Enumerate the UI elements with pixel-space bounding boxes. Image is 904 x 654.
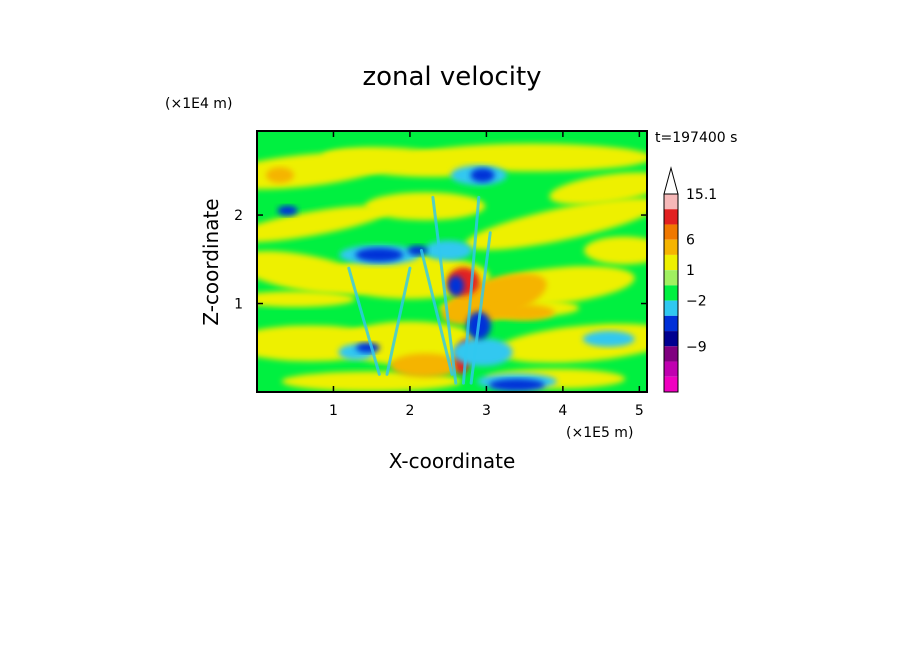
colorbar-label: 1: [686, 263, 695, 279]
wave-ray: [347, 266, 381, 376]
y-axis-label: Z-coordinate: [199, 198, 223, 325]
contour-region: [441, 273, 547, 325]
plot-frame: [256, 130, 648, 393]
contour-region: [355, 247, 404, 262]
contour-region: [584, 236, 647, 265]
colorbar-label: 6: [686, 233, 695, 249]
contour-region: [447, 275, 464, 296]
colorbar-segment: [664, 346, 678, 362]
chart-title: zonal velocity: [362, 62, 541, 92]
contour-region: [452, 338, 513, 367]
wave-ray: [419, 248, 454, 376]
contour-region: [465, 197, 647, 250]
contour-region: [277, 205, 298, 216]
y-tick-label: 2: [234, 208, 243, 224]
contour-region: [355, 342, 380, 353]
time-label: t=197400 s: [655, 130, 737, 146]
colorbar-segment: [664, 331, 678, 347]
y-tick-label: 1: [234, 297, 243, 313]
colorbar-segment: [664, 209, 678, 225]
colorbar-frame: [663, 193, 679, 393]
x-tick-label: 3: [482, 403, 491, 419]
colorbar-segment: [664, 254, 678, 271]
contour-region: [390, 353, 461, 378]
y-axis-unit: (×1E4 m): [165, 96, 232, 112]
x-tick-label: 5: [635, 403, 644, 419]
colorbar-segment: [664, 270, 678, 286]
contour-region: [412, 143, 647, 172]
x-tick-label: 1: [329, 403, 338, 419]
contour-region: [582, 330, 635, 347]
contour-region: [257, 205, 390, 243]
wave-ray: [385, 266, 412, 376]
colorbar-segment: [664, 224, 678, 240]
colorbar-segment: [664, 194, 678, 210]
colorbar-overflow-triangle: [663, 166, 679, 195]
contour-region: [257, 291, 356, 308]
x-tick-label: 2: [405, 403, 414, 419]
contour-region: [494, 304, 555, 321]
contour-region: [549, 172, 647, 205]
wave-ray: [431, 195, 458, 385]
colorbar-segment: [664, 300, 678, 316]
contour-region: [424, 240, 473, 261]
wave-ray: [469, 231, 492, 385]
colorbar-segment: [664, 285, 678, 301]
colorbar-segment: [664, 376, 678, 392]
contour-region: [470, 168, 495, 183]
colorbar-segment: [664, 239, 678, 255]
colorbar-label: −9: [686, 339, 707, 355]
field-contours: [257, 143, 647, 392]
x-axis-unit: (×1E5 m): [566, 425, 633, 441]
heatmap-field: [257, 131, 647, 392]
colorbar-label: −2: [686, 294, 707, 310]
colorbar-segment: [664, 315, 678, 332]
contour-region: [489, 378, 545, 391]
wave-ray: [461, 195, 481, 385]
colorbar: [663, 166, 679, 393]
contour-region: [496, 323, 647, 363]
x-tick-label: 4: [558, 403, 567, 419]
contour-region: [265, 167, 294, 184]
contour-region: [365, 192, 486, 221]
contour-region: [407, 245, 428, 256]
colorbar-label: 15.1: [686, 187, 717, 203]
y-axis-ticks: 12: [234, 208, 647, 313]
colorbar-segment: [664, 361, 678, 377]
x-axis-label: X-coordinate: [389, 449, 516, 473]
x-axis-ticks: 1 2 3 4 5: [329, 131, 644, 419]
colorbar-labels: 15.1 6 1 −2 −9: [686, 187, 717, 355]
